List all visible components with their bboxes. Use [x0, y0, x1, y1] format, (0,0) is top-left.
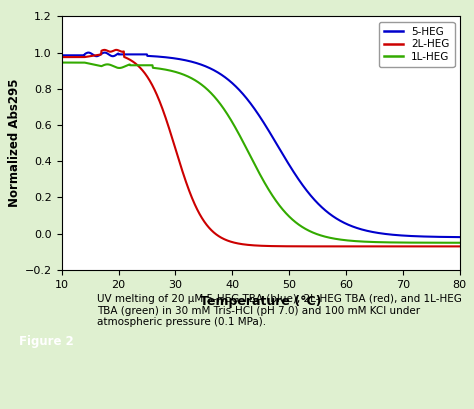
1L-HEG: [100, 63, 105, 68]
2L-HEG: [333, 244, 338, 249]
Text: UV melting of 20 μM 5-HEG TBA (blue), 2L-HEG TBA (red), and 1L-HEG TBA (green) i: UV melting of 20 μM 5-HEG TBA (blue), 2L…: [97, 294, 462, 328]
5-HEG: [377, 231, 383, 236]
1L-HEG: [59, 60, 64, 65]
Line: 5-HEG: 5-HEG: [62, 53, 460, 237]
Legend: 5-HEG, 2L-HEG, 1L-HEG: 5-HEG, 2L-HEG, 1L-HEG: [379, 22, 455, 67]
5-HEG: [370, 229, 375, 234]
2L-HEG: [113, 47, 119, 52]
2L-HEG: [220, 236, 226, 241]
Line: 1L-HEG: 1L-HEG: [62, 63, 460, 243]
5-HEG: [100, 51, 105, 56]
5-HEG: [59, 53, 64, 58]
1L-HEG: [376, 240, 382, 245]
2L-HEG: [370, 244, 375, 249]
5-HEG: [102, 50, 108, 55]
2L-HEG: [457, 244, 463, 249]
Y-axis label: Normalized Abs295: Normalized Abs295: [8, 79, 20, 207]
2L-HEG: [59, 55, 64, 60]
5-HEG: [220, 73, 226, 78]
2L-HEG: [100, 48, 105, 53]
2L-HEG: [235, 241, 240, 246]
1L-HEG: [234, 128, 240, 133]
5-HEG: [457, 235, 463, 240]
Text: Figure 2: Figure 2: [19, 335, 73, 348]
X-axis label: Temperature (°C): Temperature (°C): [200, 295, 321, 308]
1L-HEG: [332, 236, 338, 241]
1L-HEG: [457, 240, 463, 245]
5-HEG: [235, 85, 240, 90]
Line: 2L-HEG: 2L-HEG: [62, 50, 460, 246]
2L-HEG: [377, 244, 383, 249]
1L-HEG: [369, 240, 375, 245]
5-HEG: [333, 216, 338, 220]
1L-HEG: [220, 105, 226, 110]
